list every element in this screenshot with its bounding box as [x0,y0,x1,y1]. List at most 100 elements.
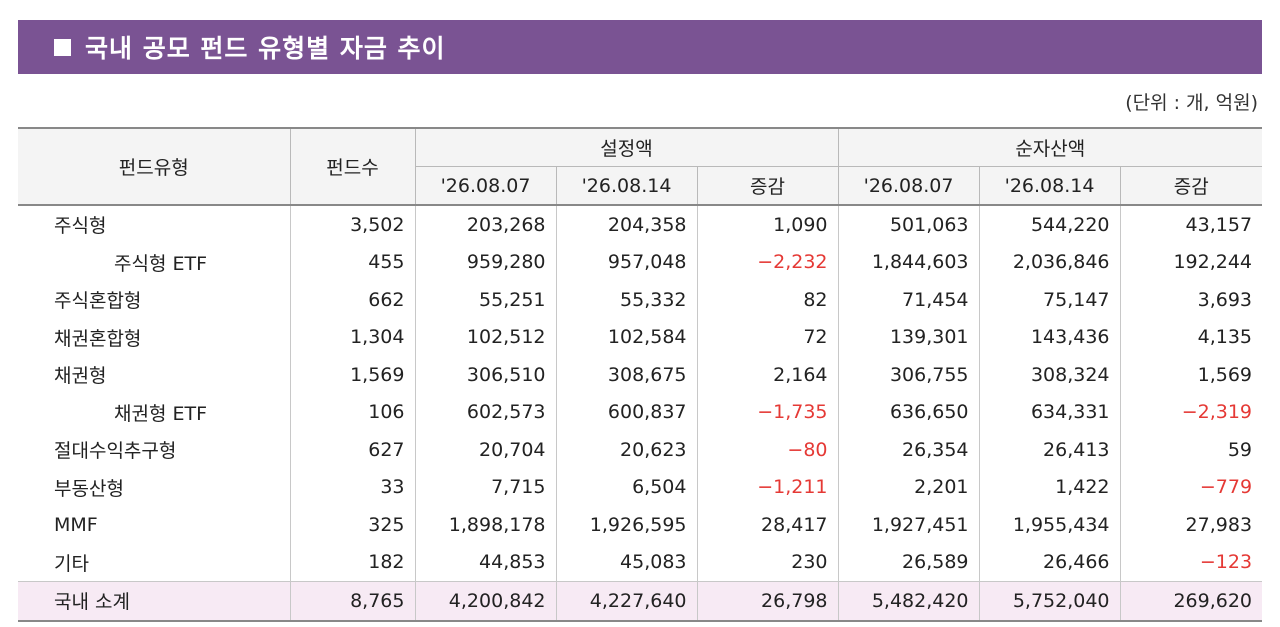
value-cell: 204,358 [555,204,697,244]
value-cell: 82 [696,281,839,319]
value-cell: 2,036,846 [978,243,1121,281]
table-row: 채권형 1,569 306,510 308,675 2,164 306,755 308,32… [18,356,1263,394]
value-cell: 5,752,040 [978,581,1121,622]
fund-type-cell: 절대수익추구형 [54,440,177,463]
value-cell: 203,268 [414,204,556,244]
square-bullet-icon [54,38,71,56]
value-cell: 544,220 [978,204,1121,244]
table-body: 주식형 3,502 203,268 204,358 1,090 501,063 544,22… [18,204,1263,622]
value-cell: 6,504 [555,468,697,506]
value-cell: 44,853 [414,543,556,582]
value-cell: 28,417 [696,506,839,544]
value-cell: 26,798 [696,581,839,622]
header-net-date2: '26.08.14 [978,166,1121,206]
value-cell: 2,164 [696,356,839,394]
table-row: 절대수익추구형 627 20,704 20,623 −80 26,354 26,413 59 [18,431,1263,469]
value-cell: 106 [289,393,415,431]
value-cell: 71,454 [837,281,980,319]
value-cell: 325 [289,506,415,544]
value-cell: 1,955,434 [978,506,1121,544]
value-cell: 55,332 [555,281,697,319]
value-cell: 1,422 [978,468,1121,506]
value-cell: 3,693 [1119,281,1263,319]
value-cell: −1,211 [696,468,839,506]
fund-type-cell: 채권형 ETF [114,402,208,425]
value-cell: −779 [1119,468,1263,506]
unit-note: (단위 : 개, 억원) [1125,92,1258,114]
value-cell: 501,063 [837,204,980,244]
value-cell: 957,048 [555,243,697,281]
header-fund-count: 펀드수 [289,127,415,206]
value-cell: 20,623 [555,431,697,469]
value-cell: 1,304 [289,318,415,356]
header-net-assets: 순자산액 [837,127,1263,167]
value-cell: 662 [289,281,415,319]
value-cell: −80 [696,431,839,469]
header-set-change: 증감 [696,166,839,206]
fund-type-cell: 기타 [54,552,89,575]
table-row: MMF 325 1,898,178 1,926,595 28,417 1,927,451 1… [18,506,1263,544]
value-cell: 634,331 [978,393,1121,431]
value-cell: 3,502 [289,204,415,244]
fund-type-cell: 주식형 ETF [114,252,208,275]
value-cell: 2,201 [837,468,980,506]
value-cell: 959,280 [414,243,556,281]
value-cell: 1,926,595 [555,506,697,544]
value-cell: 308,324 [978,356,1121,394]
value-cell: 602,573 [414,393,556,431]
value-cell: 20,704 [414,431,556,469]
value-cell: 308,675 [555,356,697,394]
value-cell: 192,244 [1119,243,1263,281]
value-cell: 230 [696,543,839,582]
table-row: 주식형 ETF 455 959,280 957,048 −2,232 1,844,603 2… [18,243,1263,281]
value-cell: 306,755 [837,356,980,394]
value-cell: 139,301 [837,318,980,356]
value-cell: 1,844,603 [837,243,980,281]
fund-type-cell: 채권형 [54,365,107,388]
table-title: 국내 공모 펀드 유형별 자금 추이 [85,34,446,63]
value-cell: −1,735 [696,393,839,431]
value-cell: 182 [289,543,415,582]
table-row: 채권형 ETF 106 602,573 600,837 −1,735 636,650 634… [18,393,1263,431]
value-cell: 1,569 [1119,356,1263,394]
table-row: 부동산형 33 7,715 6,504 −1,211 2,201 1,422 −779 [18,468,1263,506]
table-title-bar: 국내 공모 펀드 유형별 자금 추이 [18,20,1262,74]
value-cell: 33 [289,468,415,506]
fund-type-cell: 채권혼합형 [54,327,142,350]
fund-type-cell: 국내 소계 [18,581,290,622]
value-cell: 26,413 [978,431,1121,469]
value-cell: 1,569 [289,356,415,394]
value-cell: 26,466 [978,543,1121,582]
table-row: 채권혼합형 1,304 102,512 102,584 72 139,301 143,436… [18,318,1263,356]
table-row-total: 국내 소계 8,765 4,200,842 4,227,640 26,798 5,482,… [18,581,1263,622]
value-cell: 269,620 [1119,581,1263,622]
value-cell: 627 [289,431,415,469]
value-cell: 4,135 [1119,318,1263,356]
value-cell: 7,715 [414,468,556,506]
table-row: 주식형 3,502 203,268 204,358 1,090 501,063 544,22… [18,204,1263,244]
value-cell: 306,510 [414,356,556,394]
value-cell: 27,983 [1119,506,1263,544]
value-cell: 1,927,451 [837,506,980,544]
fund-type-cell: 주식형 [18,204,290,244]
value-cell: 636,650 [837,393,980,431]
value-cell: 4,227,640 [555,581,697,622]
fund-type-cell: 부동산형 [54,477,124,500]
value-cell: 1,090 [696,204,839,244]
fund-type-cell: MMF [54,513,98,536]
value-cell: −123 [1119,543,1263,582]
header-set-amount: 설정액 [414,127,839,167]
header-fund-type: 펀드유형 [18,127,290,206]
header-set-date2: '26.08.14 [555,166,697,206]
value-cell: −2,232 [696,243,839,281]
header-net-change: 증감 [1119,166,1263,206]
value-cell: 55,251 [414,281,556,319]
value-cell: 4,200,842 [414,581,556,622]
fund-type-cell: 주식혼합형 [54,290,142,313]
value-cell: 8,765 [289,581,415,622]
header-net-date1: '26.08.07 [837,166,980,206]
value-cell: 72 [696,318,839,356]
value-cell: 26,354 [837,431,980,469]
value-cell: 59 [1119,431,1263,469]
value-cell: 600,837 [555,393,697,431]
